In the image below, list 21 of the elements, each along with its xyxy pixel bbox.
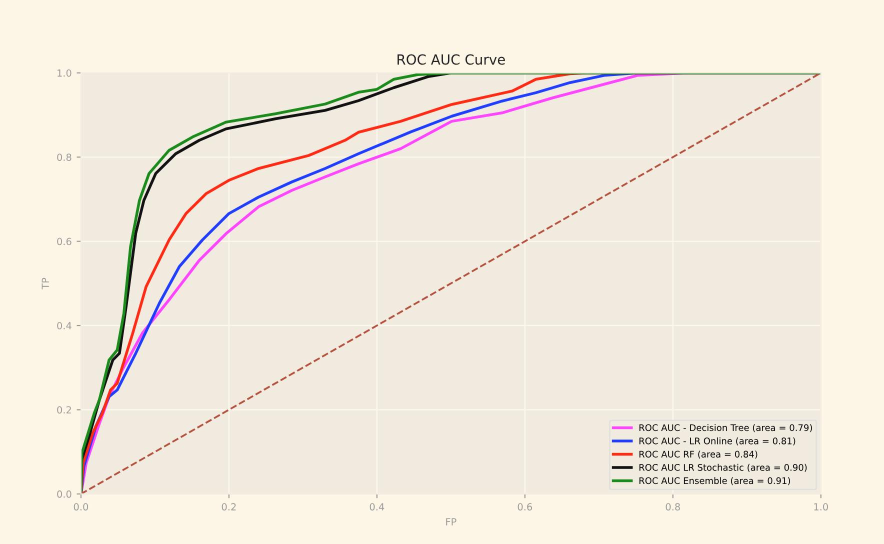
x-tick-label: 0.0 [74, 503, 88, 511]
x-tick-label: 0.8 [666, 503, 680, 511]
legend-label: ROC AUC - Decision Tree (area = 0.79) [639, 424, 812, 432]
y-tick-label: 0.6 [57, 238, 72, 246]
y-tick-label: 0.4 [57, 322, 72, 330]
y-tick-label: 0.2 [57, 406, 71, 414]
x-tick-label: 0.2 [222, 503, 236, 511]
y-tick-label: 0.8 [57, 154, 72, 161]
x-tick-label: 1.0 [814, 503, 828, 511]
line-series [80, 72, 821, 494]
x-axis-title: FP [446, 518, 456, 526]
y-tick-label: 1.0 [58, 69, 72, 77]
y-tick-label: 0.0 [57, 490, 72, 498]
chart-title: ROC AUC Curve [398, 54, 505, 65]
y-axis-title: TP [42, 278, 49, 290]
x-tick-label: 0.6 [518, 503, 532, 511]
legend-label: ROC AUC - LR Online (area = 0.81) [639, 437, 796, 446]
legend-label: ROC AUC Ensemble (area = 0.91) [639, 477, 790, 486]
legend-label: ROC AUC LR Stochastic (area = 0.90) [639, 464, 807, 472]
x-tick-label: 0.4 [370, 503, 384, 511]
legend-label: ROC AUC RF (area = 0.84) [639, 450, 758, 459]
